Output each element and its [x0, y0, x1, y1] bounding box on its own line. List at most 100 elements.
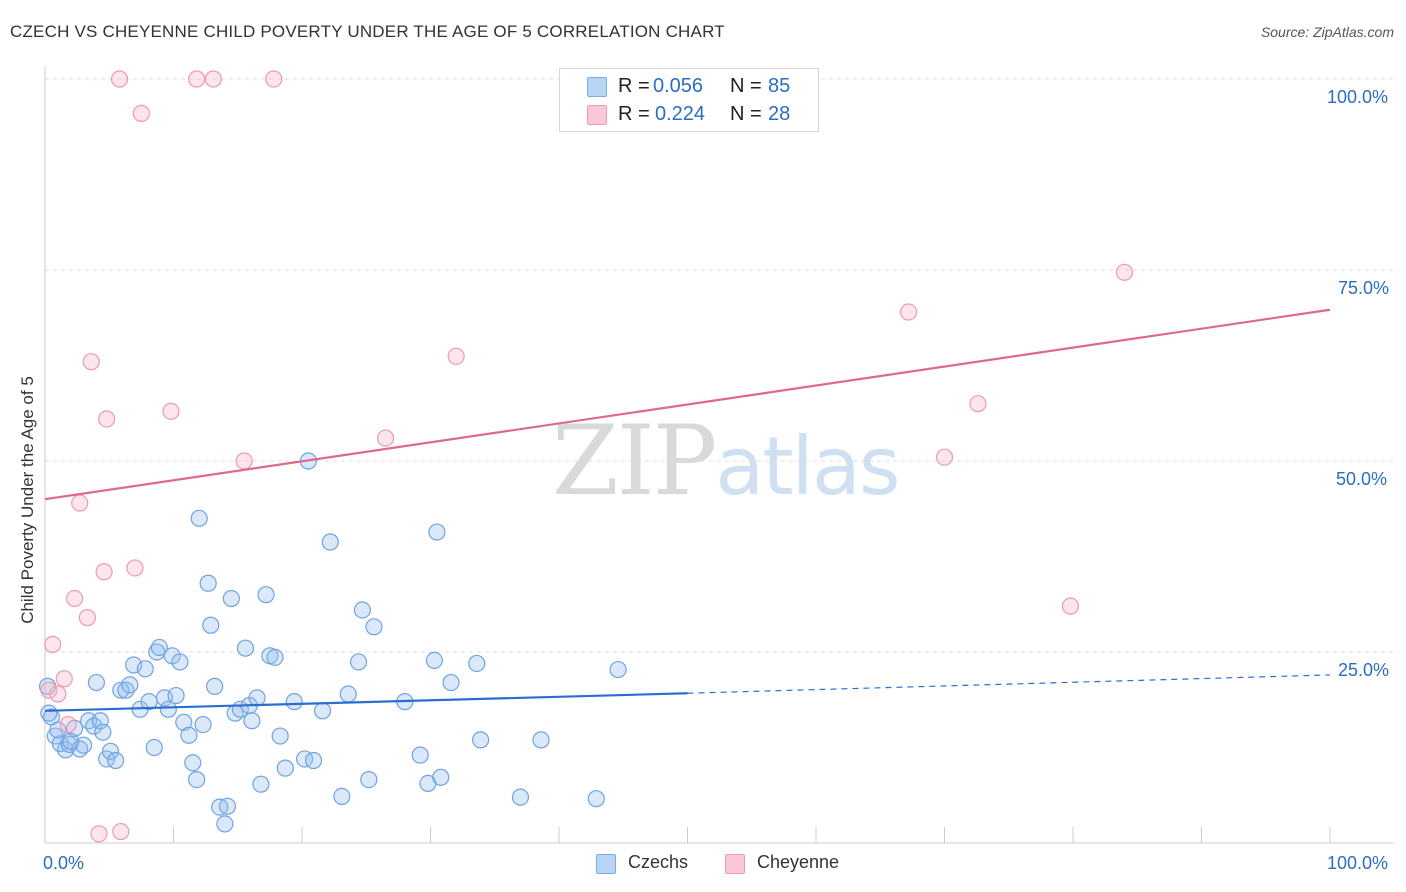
cheyenne-point: [1061, 597, 1080, 615]
bottom-legend-swatch-czechs: [596, 854, 616, 874]
czech-point: [184, 754, 202, 772]
y-tick-75: 75.0%: [1338, 278, 1390, 298]
czech-point: [101, 742, 120, 760]
czech-point: [107, 751, 125, 770]
czech-point: [190, 509, 208, 527]
czech-point: [411, 746, 429, 764]
cheyenne-point: [447, 347, 465, 365]
chart-title: CZECH VS CHEYENNE CHILD POVERTY UNDER TH…: [10, 22, 725, 41]
czech-point: [188, 770, 206, 789]
czech-point: [257, 586, 275, 604]
czech-point: [202, 616, 220, 634]
cheyenne-point: [265, 70, 283, 88]
legend-n-value: 28: [768, 103, 791, 125]
czech-point: [425, 651, 443, 670]
czech-point: [243, 712, 261, 730]
czech-trend-line-extension: [687, 674, 1331, 694]
czech-point: [145, 738, 163, 757]
czech-point: [285, 693, 303, 711]
trend-lines: [44, 308, 1331, 712]
czech-point: [532, 731, 550, 749]
czech-point: [112, 681, 130, 699]
y-tick-50: 50.0%: [1336, 469, 1388, 489]
cheyenne-point: [112, 822, 130, 841]
legend-n-label: N =: [730, 103, 762, 125]
czech-point: [271, 727, 289, 745]
czech-trend-line: [44, 692, 688, 712]
czech-point: [472, 731, 490, 749]
cheyenne-point: [95, 563, 113, 581]
czech-point: [428, 523, 446, 541]
cheyenne-point: [82, 353, 100, 371]
czech-point: [150, 638, 168, 657]
y-tick-25: 25.0%: [1338, 660, 1390, 680]
cheyenne-point: [376, 429, 395, 447]
cheyenne-point: [59, 715, 77, 734]
czech-point: [252, 775, 270, 793]
legend-r-value: 0.224: [655, 103, 706, 125]
legend-n-value: 85: [768, 75, 791, 97]
cheyenne-point: [935, 448, 954, 466]
cheyenne-point: [55, 670, 73, 688]
bottom-legend-swatch-cheyenne: [725, 854, 745, 874]
czech-point: [175, 713, 193, 731]
czech-point: [199, 574, 217, 592]
legend-n-label: N =: [730, 75, 762, 97]
cheyenne-point: [1115, 263, 1134, 281]
y-tick-100: 100.0%: [1327, 87, 1389, 107]
watermark-atlas: atlas: [715, 420, 900, 513]
cheyenne-trend-line: [44, 308, 1331, 501]
bottom-legend-label-cheyenne: Cheyenne: [757, 852, 840, 872]
cheyenne-point: [126, 559, 144, 577]
x-tick-right: 100.0%: [1327, 853, 1389, 873]
czech-point: [321, 533, 339, 551]
cheyenne-point: [188, 70, 206, 88]
czech-point: [206, 677, 224, 695]
czech-point: [136, 660, 154, 678]
cheyenne-point: [98, 410, 116, 428]
axes: [44, 66, 1394, 844]
czech-point: [74, 736, 93, 754]
legend-swatch-cheyenne: [587, 105, 607, 125]
y-axis-label: Child Poverty Under the Age of 5: [18, 376, 37, 624]
y-axis-label-wrap: Child Poverty Under the Age of 5: [16, 200, 40, 800]
x-tick-left: 0.0%: [43, 853, 85, 873]
cheyenne-points: [40, 70, 1134, 843]
czech-point: [40, 704, 58, 722]
cheyenne-point: [71, 494, 89, 512]
czech-point: [171, 653, 189, 671]
cheyenne-point: [40, 681, 58, 699]
czech-point: [587, 790, 605, 808]
czech-point: [276, 759, 294, 777]
czech-point: [87, 673, 106, 692]
cheyenne-point: [78, 609, 97, 627]
czech-point: [222, 589, 240, 608]
czech-point: [353, 601, 371, 619]
grid-lines: [45, 78, 1394, 653]
czech-point: [339, 685, 357, 703]
czech-point: [609, 660, 627, 679]
cheyenne-point: [969, 395, 987, 413]
czech-point: [349, 653, 368, 671]
legend: R = 0.056 N = 85 R = 0.224 N = 28: [559, 68, 819, 132]
bottom-legend-label-czechs: Czechs: [628, 852, 689, 872]
cheyenne-point: [899, 303, 918, 321]
czech-point: [266, 648, 284, 666]
legend-swatch-czechs: [587, 77, 607, 97]
czech-point: [194, 715, 212, 734]
cheyenne-point: [44, 635, 62, 653]
czech-point: [167, 686, 185, 705]
czech-point: [360, 770, 378, 789]
czech-point: [365, 618, 383, 636]
cheyenne-point: [162, 402, 180, 420]
cheyenne-point: [235, 452, 253, 470]
cheyenne-point: [204, 70, 222, 88]
legend-row-czechs: R = 0.056 N = 85: [560, 73, 818, 101]
legend-row-cheyenne: R = 0.224 N = 28: [560, 101, 818, 129]
legend-r-label: R =: [618, 75, 650, 97]
czech-point: [236, 639, 255, 657]
czech-point: [94, 723, 112, 741]
czech-point: [442, 673, 460, 692]
czech-point: [121, 676, 139, 694]
